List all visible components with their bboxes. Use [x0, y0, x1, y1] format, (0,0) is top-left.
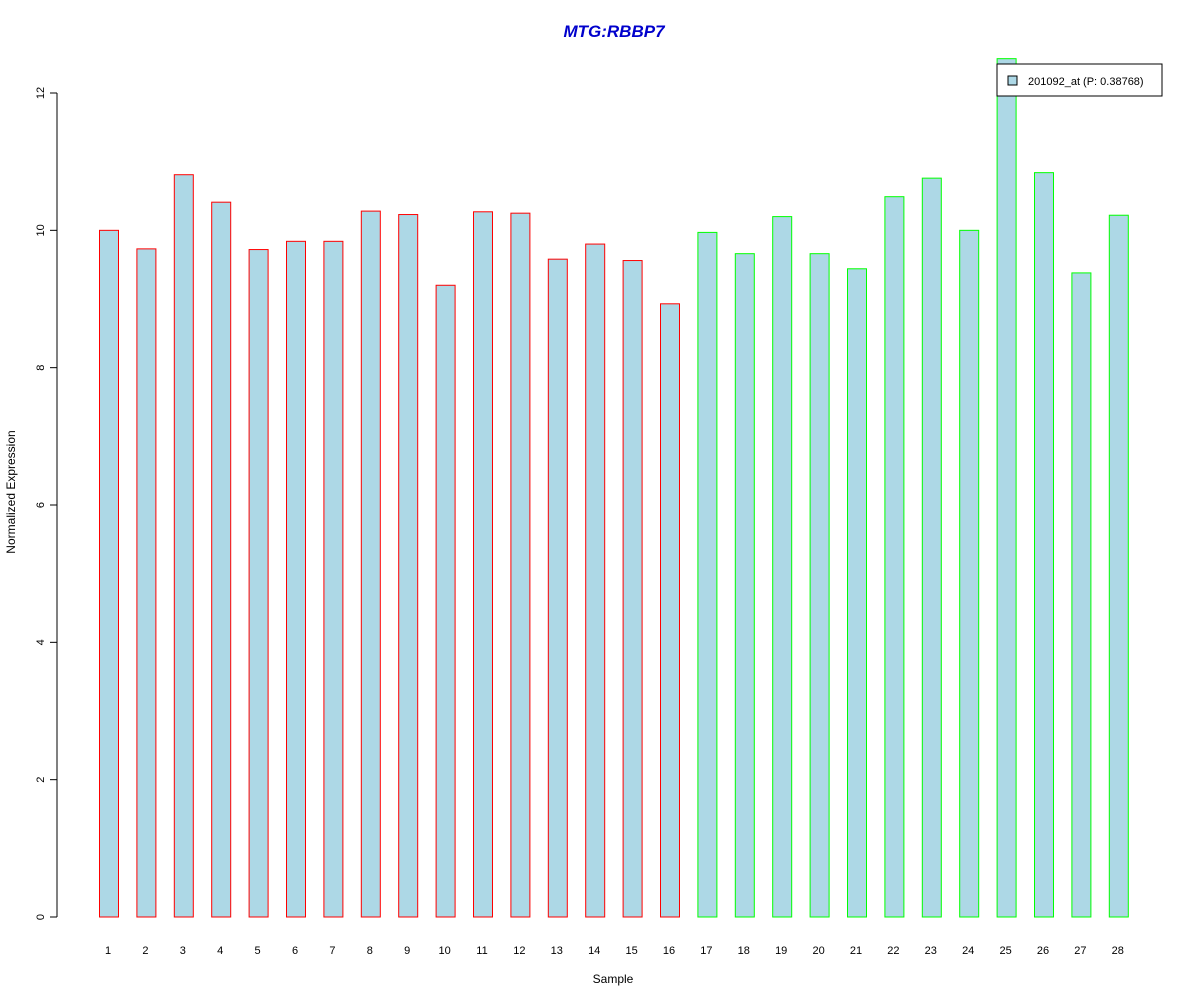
bar-sample-18	[734, 253, 755, 918]
x-tick-label: 20	[812, 945, 824, 957]
x-tick-label: 7	[329, 945, 335, 957]
x-tick-label: 1	[105, 945, 111, 957]
x-tick-label: 3	[180, 945, 186, 957]
bar-sample-3	[173, 174, 194, 918]
legend-swatch	[1007, 75, 1018, 86]
legend: 201092_at (P: 0.38768)	[996, 63, 1163, 97]
x-tick-label: 14	[588, 945, 600, 957]
y-tick-label: 0	[35, 914, 47, 920]
y-axis-label: Normalized Expression	[4, 430, 18, 553]
x-tick-label: 17	[700, 945, 712, 957]
chart-title: MTG:RBBP7	[563, 22, 666, 41]
y-tick-label: 10	[35, 224, 47, 236]
bar-sample-21	[847, 268, 867, 918]
y-tick-label: 12	[35, 87, 47, 99]
y-axis: 0 2 4 6 8 10 12	[35, 87, 58, 920]
bar-sample-25	[996, 58, 1017, 918]
bar-sample-20	[809, 253, 830, 918]
x-tick-label: 9	[404, 945, 410, 957]
y-tick-label: 8	[35, 365, 47, 371]
x-tick-label: 27	[1074, 945, 1086, 957]
x-tick-label: 15	[625, 945, 637, 957]
bar-sample-2	[136, 248, 157, 918]
bar-sample-8	[360, 210, 381, 918]
x-tick-label: 10	[438, 945, 450, 957]
y-tick-label: 6	[35, 502, 47, 508]
bar-sample-15	[622, 260, 643, 918]
x-tick-label: 25	[999, 945, 1011, 957]
x-tick-label: 5	[255, 945, 261, 957]
x-tick-label: 19	[775, 945, 787, 957]
bar-sample-4	[211, 201, 232, 918]
bar-sample-9	[398, 214, 419, 918]
bar-sample-16	[660, 303, 680, 918]
bar-sample-1	[99, 229, 119, 918]
legend-box	[996, 63, 1163, 97]
bars-group	[99, 58, 1129, 918]
x-tick-label: 26	[1037, 945, 1049, 957]
bar-sample-12	[510, 212, 531, 918]
y-tick-label: 2	[35, 777, 47, 783]
bar-sample-24	[959, 229, 980, 918]
x-tick-labels: 1 2 3 4 5 6 7 8 9 10 11 12 13 14 15 16 17 18 19 20 21 22 23 24 2…	[105, 945, 1124, 957]
bar-sample-11	[473, 211, 493, 918]
x-tick-label: 2	[142, 945, 148, 957]
x-axis-label: Sample	[593, 972, 634, 986]
x-tick-label: 18	[738, 945, 750, 957]
bar-sample-19	[772, 216, 793, 918]
bar-sample-10	[435, 284, 456, 918]
bar-sample-27	[1071, 272, 1092, 918]
x-tick-label: 12	[513, 945, 525, 957]
bar-sample-23	[921, 177, 942, 918]
x-tick-label: 8	[367, 945, 373, 957]
x-tick-label: 24	[962, 945, 974, 957]
x-tick-label: 28	[1112, 945, 1124, 957]
x-tick-label: 4	[217, 945, 223, 957]
y-tick-label: 4	[35, 639, 47, 645]
bar-sample-5	[248, 249, 269, 918]
x-tick-label: 11	[476, 945, 487, 957]
x-tick-label: 6	[292, 945, 298, 957]
bar-sample-7	[323, 240, 344, 918]
x-tick-label: 21	[850, 945, 862, 957]
x-tick-label: 16	[663, 945, 675, 957]
bar-sample-26	[1034, 172, 1054, 918]
x-tick-label: 23	[925, 945, 937, 957]
bar-sample-6	[286, 240, 306, 918]
legend-label: 201092_at (P: 0.38768)	[1028, 76, 1144, 88]
bar-sample-13	[547, 258, 568, 918]
bar-sample-28	[1108, 214, 1129, 918]
x-tick-label: 13	[551, 945, 563, 957]
bar-sample-14	[585, 243, 606, 918]
x-tick-label: 22	[887, 945, 899, 957]
bar-sample-17	[697, 231, 718, 918]
bar-sample-22	[884, 196, 905, 918]
